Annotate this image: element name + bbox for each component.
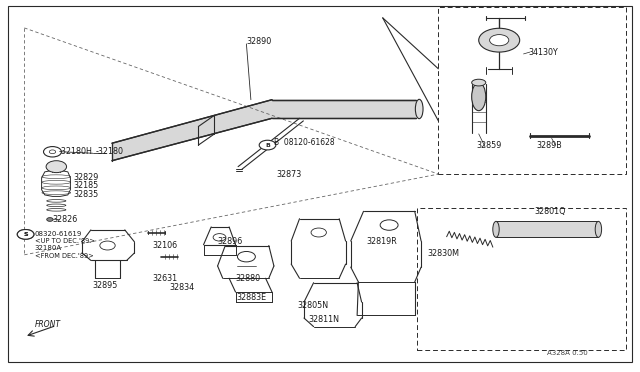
Circle shape xyxy=(44,147,61,157)
Text: 32185: 32185 xyxy=(74,182,99,190)
Text: 3289B: 3289B xyxy=(536,141,562,150)
Ellipse shape xyxy=(415,99,423,119)
Text: 32873: 32873 xyxy=(276,170,301,179)
Ellipse shape xyxy=(493,221,499,237)
Text: B  08120-61628: B 08120-61628 xyxy=(274,138,335,147)
Polygon shape xyxy=(112,100,416,161)
Text: 32883E: 32883E xyxy=(237,293,267,302)
Circle shape xyxy=(237,251,255,262)
Circle shape xyxy=(17,230,34,239)
Ellipse shape xyxy=(595,221,602,237)
Text: -32180: -32180 xyxy=(96,147,124,156)
Text: 32859: 32859 xyxy=(477,141,502,150)
Circle shape xyxy=(213,234,226,241)
Ellipse shape xyxy=(472,83,486,111)
Text: 08320-61619: 08320-61619 xyxy=(35,231,82,237)
Circle shape xyxy=(490,35,509,46)
Bar xyxy=(417,208,626,350)
Text: 34130Y: 34130Y xyxy=(528,48,557,57)
Text: 32835: 32835 xyxy=(74,190,99,199)
Text: -32180H: -32180H xyxy=(59,147,93,156)
Text: 32880: 32880 xyxy=(236,274,260,283)
Text: 32106: 32106 xyxy=(152,241,177,250)
Text: 32834: 32834 xyxy=(170,283,195,292)
Text: 32805N: 32805N xyxy=(298,301,329,310)
Text: 32829: 32829 xyxy=(74,173,99,182)
Circle shape xyxy=(47,218,53,221)
Text: 32896: 32896 xyxy=(218,237,243,246)
Text: 32811N: 32811N xyxy=(308,315,339,324)
Circle shape xyxy=(380,220,398,230)
Circle shape xyxy=(259,140,276,150)
Text: <UP TO DEC.'89>: <UP TO DEC.'89> xyxy=(35,238,95,244)
Text: 32826: 32826 xyxy=(52,215,77,224)
Text: S: S xyxy=(23,232,28,237)
Text: B: B xyxy=(265,142,270,148)
Text: <FROM DEC.'89>: <FROM DEC.'89> xyxy=(35,253,93,259)
Text: 32819R: 32819R xyxy=(366,237,397,246)
Circle shape xyxy=(46,161,67,173)
Circle shape xyxy=(100,241,115,250)
Circle shape xyxy=(311,228,326,237)
Circle shape xyxy=(479,28,520,52)
Text: A328A 0.50: A328A 0.50 xyxy=(547,350,588,356)
Text: 32890: 32890 xyxy=(246,37,271,46)
Text: S: S xyxy=(23,232,28,237)
Text: 32830M: 32830M xyxy=(428,249,460,258)
Circle shape xyxy=(49,150,56,154)
Polygon shape xyxy=(496,221,598,237)
Text: 32801Q: 32801Q xyxy=(534,207,566,216)
Bar xyxy=(438,7,626,174)
Text: 32895: 32895 xyxy=(93,281,118,290)
Text: 32631: 32631 xyxy=(152,274,177,283)
Text: 32180A: 32180A xyxy=(35,246,61,251)
Circle shape xyxy=(17,230,34,239)
Ellipse shape xyxy=(472,79,486,86)
Text: FRONT: FRONT xyxy=(35,320,61,329)
